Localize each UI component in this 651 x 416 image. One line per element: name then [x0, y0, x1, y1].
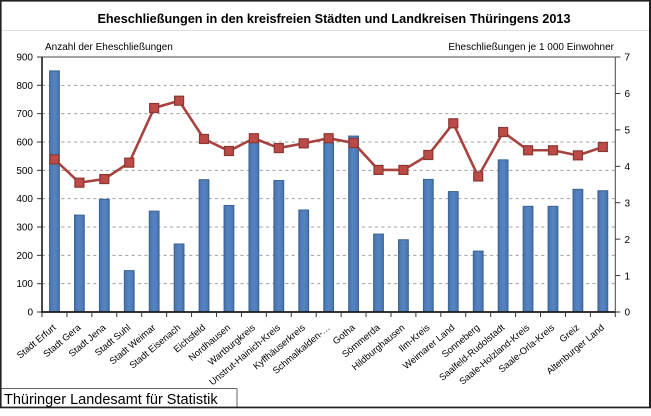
svg-text:5: 5 [625, 126, 631, 137]
svg-text:300: 300 [16, 223, 33, 234]
svg-text:4: 4 [625, 162, 631, 173]
svg-text:500: 500 [16, 166, 33, 177]
svg-text:200: 200 [16, 251, 33, 262]
svg-text:400: 400 [16, 194, 33, 205]
svg-text:900: 900 [16, 53, 33, 64]
svg-text:0: 0 [625, 308, 631, 319]
svg-text:2: 2 [625, 235, 631, 246]
svg-text:100: 100 [16, 279, 33, 290]
svg-text:0: 0 [27, 308, 33, 319]
svg-text:3: 3 [625, 198, 631, 209]
svg-text:Eheschließungen je 1 000 Einwo: Eheschließungen je 1 000 Einwohner [448, 42, 614, 53]
svg-text:600: 600 [16, 138, 33, 149]
svg-text:7: 7 [625, 53, 631, 64]
svg-text:Anzahl der Eheschließungen: Anzahl der Eheschließungen [45, 42, 173, 53]
svg-text:Thüringer Landesamt für Statis: Thüringer Landesamt für Statistik [4, 392, 218, 408]
svg-text:800: 800 [16, 81, 33, 92]
svg-text:700: 700 [16, 109, 33, 120]
svg-text:6: 6 [625, 89, 631, 100]
svg-text:Eheschließungen in den kreisfr: Eheschließungen in den kreisfreien Städt… [97, 12, 570, 26]
svg-text:1: 1 [625, 271, 631, 282]
